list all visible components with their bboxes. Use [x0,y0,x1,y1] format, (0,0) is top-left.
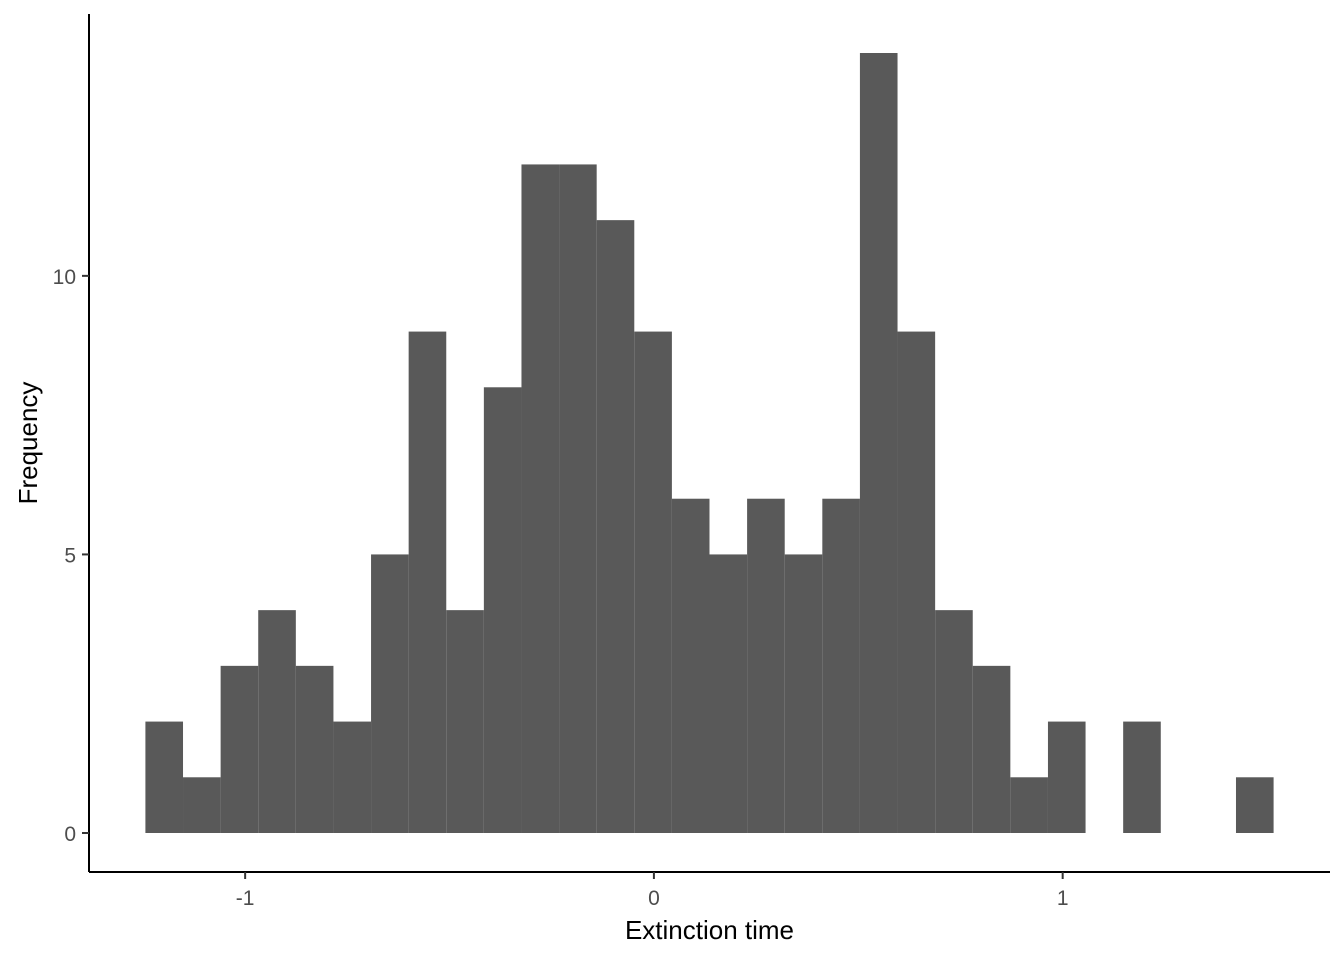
histogram-bar-18 [822,498,860,833]
histogram-bar-13 [634,331,672,833]
y-tick-label-1: 5 [64,544,76,567]
histogram-bar-17 [784,554,823,833]
histogram-bar-26 [1123,721,1161,833]
histogram-bar-29 [1235,777,1274,833]
histogram-bar-15 [709,554,748,833]
histogram-bar-22 [972,665,1011,833]
histogram-bar-11 [559,164,597,833]
histogram-bar-6 [371,554,409,833]
histogram-bar-8 [446,610,484,833]
histogram-bar-16 [747,498,785,833]
x-tick-label-2: 1 [1057,887,1069,910]
histogram-bar-14 [671,498,710,833]
histogram-bar-10 [521,164,560,833]
histogram-bar-2 [220,665,259,833]
y-axis-title: Frequency [13,382,43,505]
histogram-bar-3 [258,610,296,833]
x-axis-title: Extinction time [625,915,794,945]
y-tick-label-0: 0 [64,823,76,846]
histogram-bar-19 [859,53,898,833]
histogram-bar-12 [596,220,635,834]
histogram-bar-1 [183,777,221,833]
histogram-bar-7 [408,331,447,833]
y-tick-label-2: 10 [53,266,76,289]
axes-layer [88,14,1330,873]
histogram-bar-20 [897,331,936,833]
histogram-bar-24 [1047,721,1086,833]
histogram-bar-21 [935,610,973,833]
x-tick-label-0: -1 [236,887,255,910]
histogram-bar-4 [295,665,334,833]
histogram-bar-5 [333,721,372,833]
histogram-bar-0 [145,721,184,833]
histogram-bar-23 [1010,777,1048,833]
bars-layer [145,53,1274,834]
x-tick-label-1: 0 [648,887,660,910]
histogram-bar-9 [483,387,522,833]
